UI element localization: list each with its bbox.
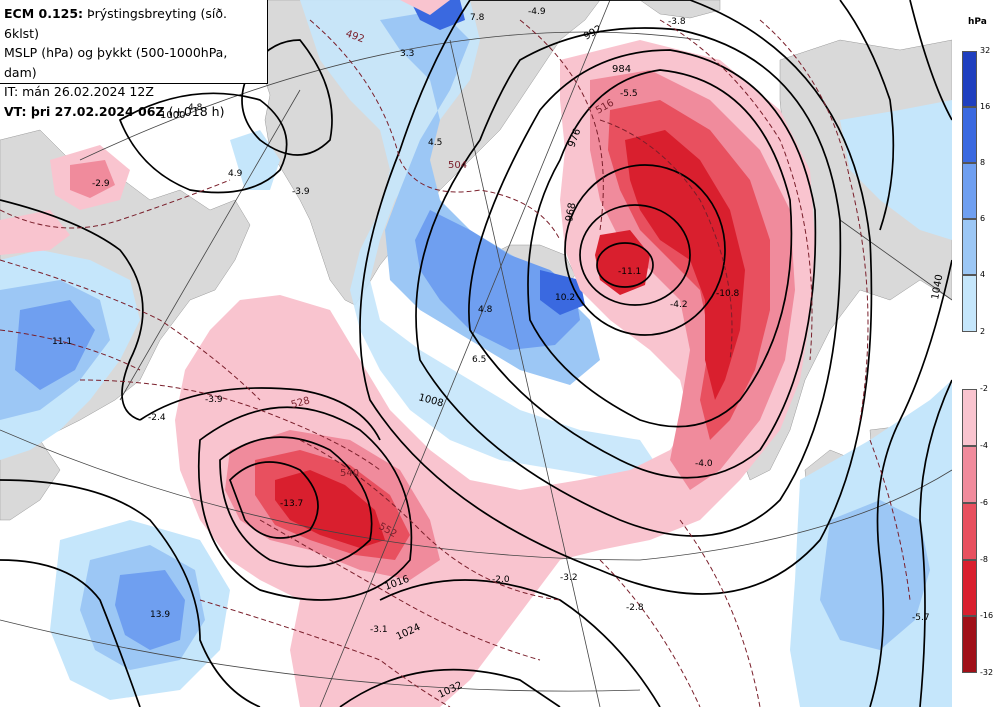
- legend-swatch-4: [962, 275, 977, 332]
- tendency-label: 11.1: [52, 337, 72, 347]
- isobar-label: 1000: [160, 110, 185, 121]
- tendency-label: -4.2: [670, 300, 688, 310]
- tendency-label: -2.0: [492, 575, 510, 585]
- legend-tick: 8: [980, 158, 986, 167]
- thickness-label: 504: [448, 160, 467, 171]
- legend-tick: -2: [980, 384, 988, 393]
- legend-tick: 4: [980, 270, 986, 279]
- legend-tick: 2: [980, 327, 986, 336]
- tendency-label: 13.9: [150, 610, 170, 620]
- tendency-label: -3.2: [560, 573, 578, 583]
- legend-swatch-neg16: [962, 616, 977, 673]
- legend-tick: -32: [980, 668, 994, 677]
- field-title: Þrýstingsbreyting (síð. 6klst): [4, 6, 227, 41]
- isobar-label: 992: [582, 24, 604, 43]
- tendency-label: -2.9: [92, 179, 110, 189]
- legend-swatch-neg4: [962, 446, 977, 503]
- forecast-info-box: ECM 0.125: Þrýstingsbreyting (síð. 6klst…: [0, 0, 268, 119]
- legend-swatch-neg6: [962, 503, 977, 560]
- tendency-label: 4.9: [228, 169, 243, 179]
- legend-tick: 16: [980, 102, 991, 111]
- legend-tick: -4: [980, 441, 988, 450]
- thickness-label: 528: [290, 395, 311, 411]
- initial-time: IT: mán 26.02.2024 12Z: [4, 84, 154, 99]
- legend-tick: -6: [980, 498, 988, 507]
- tendency-label: -2.8: [626, 603, 644, 613]
- isobar-label: 1040: [930, 274, 945, 301]
- legend-tick: 32: [980, 46, 991, 55]
- tendency-label: -5.7: [912, 613, 930, 623]
- graticule: [0, 0, 953, 707]
- tendency-label: -3.8: [668, 17, 686, 27]
- tendency-label: -10.8: [716, 289, 740, 299]
- tendency-label: -5.5: [620, 89, 638, 99]
- legend-swatch-32: [962, 51, 977, 107]
- tendency-labels: 7.8 -4.9 -3.8 3.3 -5.5 4.8 4.5 4.9 -3.9 …: [52, 7, 930, 635]
- svalbard-land: [639, 0, 721, 19]
- forecast-step: (+018 h): [164, 103, 225, 119]
- legend-swatch-neg2: [962, 389, 977, 446]
- color-legend: hPa 32 16 8 6 4 2 -2 -4 -6 -8 -16 -32: [952, 0, 1000, 707]
- thickness-lines: [0, 19, 911, 707]
- model-name: ECM 0.125:: [4, 6, 84, 21]
- tendency-label: 4.5: [428, 138, 442, 148]
- legend-unit: hPa: [968, 17, 987, 27]
- tendency-label: -3.9: [205, 395, 223, 405]
- pressure-fall-shading: [0, 0, 815, 707]
- field-subtitle: MSLP (hPa) og þykkt (500-1000hPa, dam): [4, 45, 228, 80]
- model-title: ECM 0.125: Þrýstingsbreyting (síð. 6klst…: [4, 4, 263, 43]
- valid-time: VT: þri 27.02.2024 06Z (+018 h): [4, 102, 263, 122]
- tendency-label: -4.0: [695, 459, 713, 469]
- tendency-label: -3.9: [292, 187, 310, 197]
- legend-swatch-6: [962, 219, 977, 275]
- legend-tick: -8: [980, 555, 988, 564]
- tendency-label: -11.1: [618, 267, 641, 277]
- isobar-label: 984: [612, 64, 631, 75]
- tendency-label: 6.5: [472, 355, 486, 365]
- legend-tick: 6: [980, 214, 986, 223]
- tendency-label: 7.8: [470, 13, 485, 23]
- tendency-label: 10.2: [555, 293, 575, 303]
- legend-swatch-16: [962, 107, 977, 163]
- tendency-label: 4.8: [188, 103, 203, 113]
- legend-swatch-8: [962, 163, 977, 219]
- tendency-label: -4.9: [528, 7, 546, 17]
- legend-tick: -16: [980, 611, 994, 620]
- tendency-label: -13.7: [280, 499, 303, 509]
- pressure-rise-shading: [0, 0, 952, 707]
- tendency-label: -2.4: [148, 413, 166, 423]
- thickness-label: 540: [340, 468, 359, 479]
- tendency-label: 3.3: [400, 49, 414, 59]
- isobar-label: 968: [564, 202, 578, 223]
- tendency-label: -3.1: [370, 625, 388, 635]
- tendency-label: 4.8: [478, 305, 493, 315]
- valid-time-value: VT: þri 27.02.2024 06Z: [4, 103, 165, 119]
- legend-swatch-neg8: [962, 560, 977, 616]
